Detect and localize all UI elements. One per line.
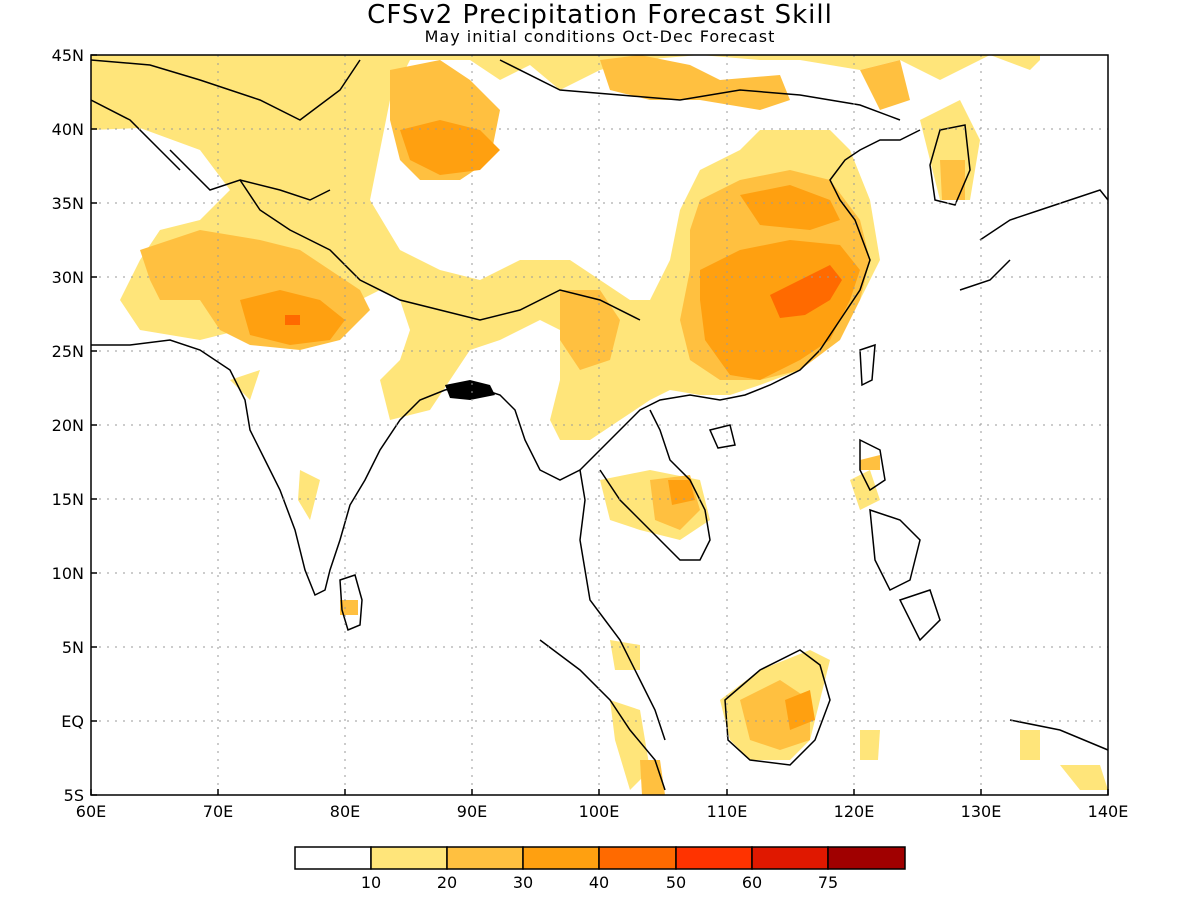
colorbar-swatch [598,846,677,870]
lon-tick-label: 120E [834,802,875,821]
colorbar-swatch [751,846,829,870]
lon-tick-labels: 60E 70E 80E 90E 100E 110E 120E 130E 140E [76,802,1129,821]
lat-tick-label: 5S [64,786,84,805]
lon-tick-label: 90E [457,802,487,821]
lon-tick-label: 60E [76,802,106,821]
colorbar-label: 20 [437,873,457,892]
colorbar-swatch [675,846,753,870]
colorbar-swatch [827,846,906,870]
lat-tick-label: 35N [52,194,84,213]
lat-tick-label: 25N [52,342,84,361]
colorbar-swatch [294,846,372,870]
colorbar: 10 20 30 40 50 60 75 [294,846,906,892]
skill-shading [91,55,1108,795]
chart-title: CFSv2 Precipitation Forecast Skill [367,0,833,30]
colorbar-label: 10 [361,873,381,892]
lon-tick-label: 110E [707,802,748,821]
tick-marks [90,54,1109,796]
colorbar-label: 30 [513,873,533,892]
lon-tick-label: 80E [330,802,360,821]
lon-tick-label: 100E [579,802,620,821]
colorbar-swatch [370,846,448,870]
ganges-delta-shape [445,380,495,400]
chart-subtitle: May initial conditions Oct-Dec Forecast [424,27,776,46]
lat-tick-label: 10N [52,564,84,583]
grid-lines [91,55,1108,795]
lat-tick-label: 30N [52,268,84,287]
lat-tick-label: 40N [52,120,84,139]
lon-tick-label: 140E [1088,802,1129,821]
colorbar-label: 50 [666,873,686,892]
lat-tick-label: EQ [61,712,84,731]
lon-tick-label: 70E [203,802,233,821]
lat-tick-label: 15N [52,490,84,509]
colorbar-swatch [522,846,600,870]
colorbar-label: 60 [742,873,762,892]
lat-tick-label: 20N [52,416,84,435]
lat-tick-labels: 45N 40N 35N 30N 25N 20N 15N 10N 5N EQ 5S [52,46,84,805]
colorbar-label: 40 [589,873,609,892]
colorbar-swatch [446,846,524,870]
colorbar-label: 75 [818,873,838,892]
lat-tick-label: 5N [62,638,84,657]
lat-tick-label: 45N [52,46,84,65]
level-40-50 [285,265,842,325]
lon-tick-label: 130E [961,802,1002,821]
coastlines [91,59,1108,791]
